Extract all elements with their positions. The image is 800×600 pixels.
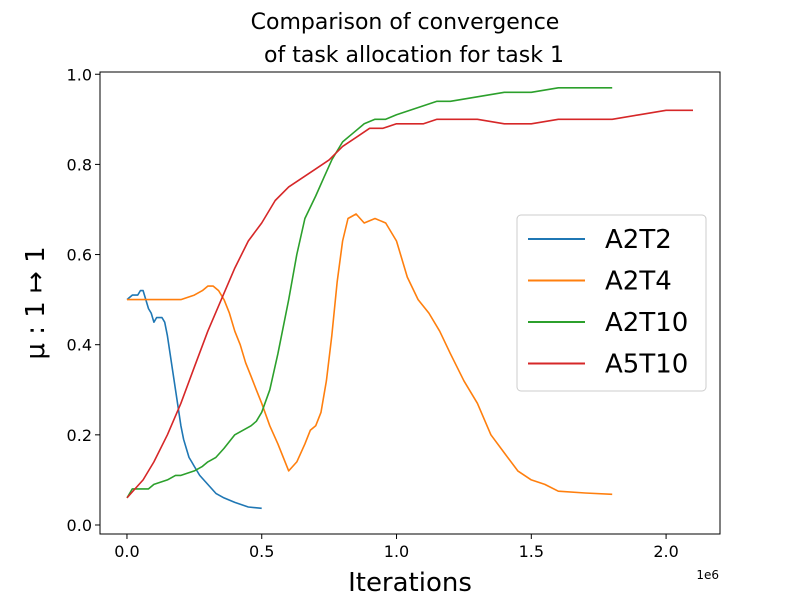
y-tick-label: 0.6: [67, 246, 92, 265]
legend-box: [516, 214, 707, 392]
y-tick-label: 0.4: [67, 336, 92, 355]
y-axis-label: μ : 1 ↦ 1: [21, 246, 51, 359]
y-tick-label: 1.0: [67, 65, 92, 84]
chart-title-line1: Comparison of convergence: [251, 10, 560, 35]
legend-label-a2t10: A2T10: [605, 308, 688, 338]
y-tick-label: 0.8: [67, 155, 92, 174]
x-tick-label: 0.5: [249, 542, 274, 561]
series-line-a5t10: [126, 109, 693, 499]
series-line-a2t4: [127, 213, 613, 496]
x-axis-ticks: 0.0 0.5 1.0 1.5 2.0: [114, 534, 679, 561]
series-lines: [126, 87, 693, 510]
x-tick-label: 0.0: [114, 542, 139, 561]
series-line-a2t10: [126, 87, 613, 499]
y-tick-label: 0.2: [67, 426, 92, 445]
y-axis-ticks: 0.0 0.2 0.4 0.6 0.8 1.0: [67, 65, 100, 535]
chart-title-line2: of task allocation for task 1: [264, 43, 564, 68]
legend-label-a2t2: A2T2: [605, 225, 672, 255]
x-tick-label: 1.0: [384, 542, 409, 561]
x-tick-label: 1.5: [519, 542, 544, 561]
y-tick-label: 0.0: [67, 516, 92, 535]
x-axis-label: Iterations: [348, 568, 472, 598]
legend: A2T2 A2T4 A2T10 A5T10: [516, 214, 707, 392]
x-tick-label: 2.0: [653, 542, 678, 561]
legend-label-a2t4: A2T4: [605, 267, 672, 297]
plot-frame: [99, 71, 721, 535]
series-line-a2t2: [126, 289, 262, 510]
x-axis-offset-label: 1e6: [696, 568, 719, 582]
legend-label-a5t10: A5T10: [605, 350, 688, 380]
